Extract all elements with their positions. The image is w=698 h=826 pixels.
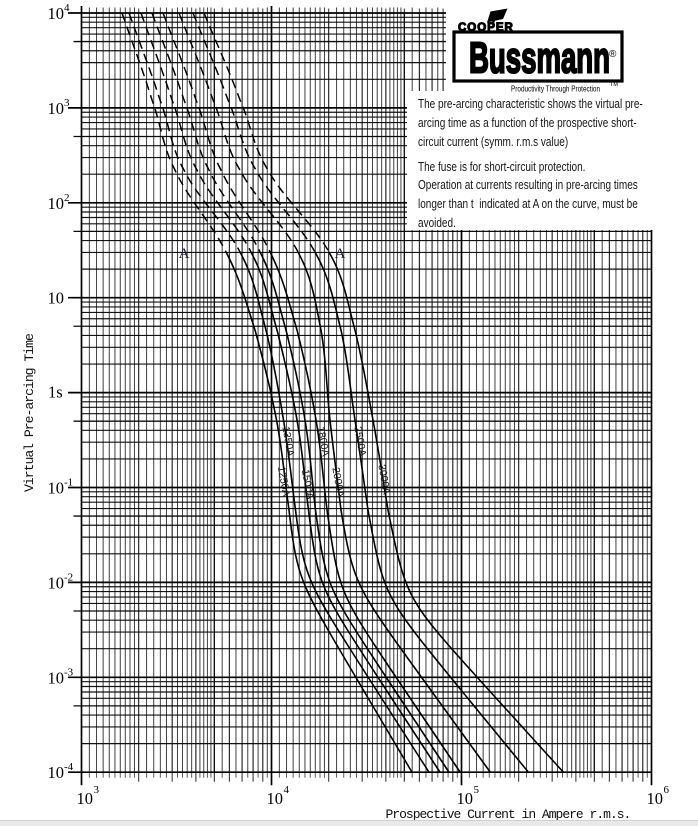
- svg-text:3: 3: [94, 784, 100, 796]
- svg-text:TM: TM: [610, 82, 618, 88]
- svg-text:10: 10: [48, 668, 65, 687]
- svg-text:10: 10: [267, 789, 284, 808]
- svg-text:10: 10: [48, 194, 65, 213]
- svg-text:Bussmann: Bussmann: [469, 34, 610, 83]
- svg-text:10: 10: [48, 573, 65, 592]
- svg-text:4: 4: [284, 784, 290, 796]
- svg-text:A: A: [335, 246, 346, 262]
- svg-text:1500A: 1500A: [299, 468, 316, 500]
- svg-text:10: 10: [647, 789, 664, 808]
- svg-text:1250A: 1250A: [275, 465, 292, 497]
- svg-text:1350A: 1350A: [279, 425, 296, 457]
- svg-text:2: 2: [64, 192, 70, 204]
- svg-text:4: 4: [64, 2, 70, 14]
- svg-text:10: 10: [48, 4, 65, 23]
- svg-text:10: 10: [457, 789, 474, 808]
- svg-text:3000A: 3000A: [375, 463, 392, 495]
- svg-text:10: 10: [48, 289, 65, 308]
- svg-text:-1: -1: [64, 477, 73, 489]
- svg-text:2000A: 2000A: [329, 466, 346, 498]
- svg-text:10: 10: [77, 789, 94, 808]
- svg-text:5: 5: [474, 784, 480, 796]
- svg-text:-2: -2: [64, 571, 73, 583]
- svg-text:10: 10: [48, 763, 65, 782]
- svg-text:10: 10: [48, 99, 65, 118]
- svg-text:®: ®: [609, 49, 617, 60]
- svg-text:-3: -3: [64, 666, 74, 678]
- svg-text:A: A: [179, 246, 190, 262]
- svg-text:1800A: 1800A: [314, 425, 331, 457]
- svg-text:-4: -4: [64, 761, 74, 773]
- svg-text:3: 3: [64, 97, 70, 109]
- svg-text:2500A: 2500A: [351, 425, 368, 457]
- svg-text:1s: 1s: [48, 383, 63, 402]
- svg-text:Productivity Through Protectio: Productivity Through Protection: [511, 85, 600, 94]
- svg-text:10: 10: [48, 479, 65, 498]
- svg-text:6: 6: [664, 784, 670, 796]
